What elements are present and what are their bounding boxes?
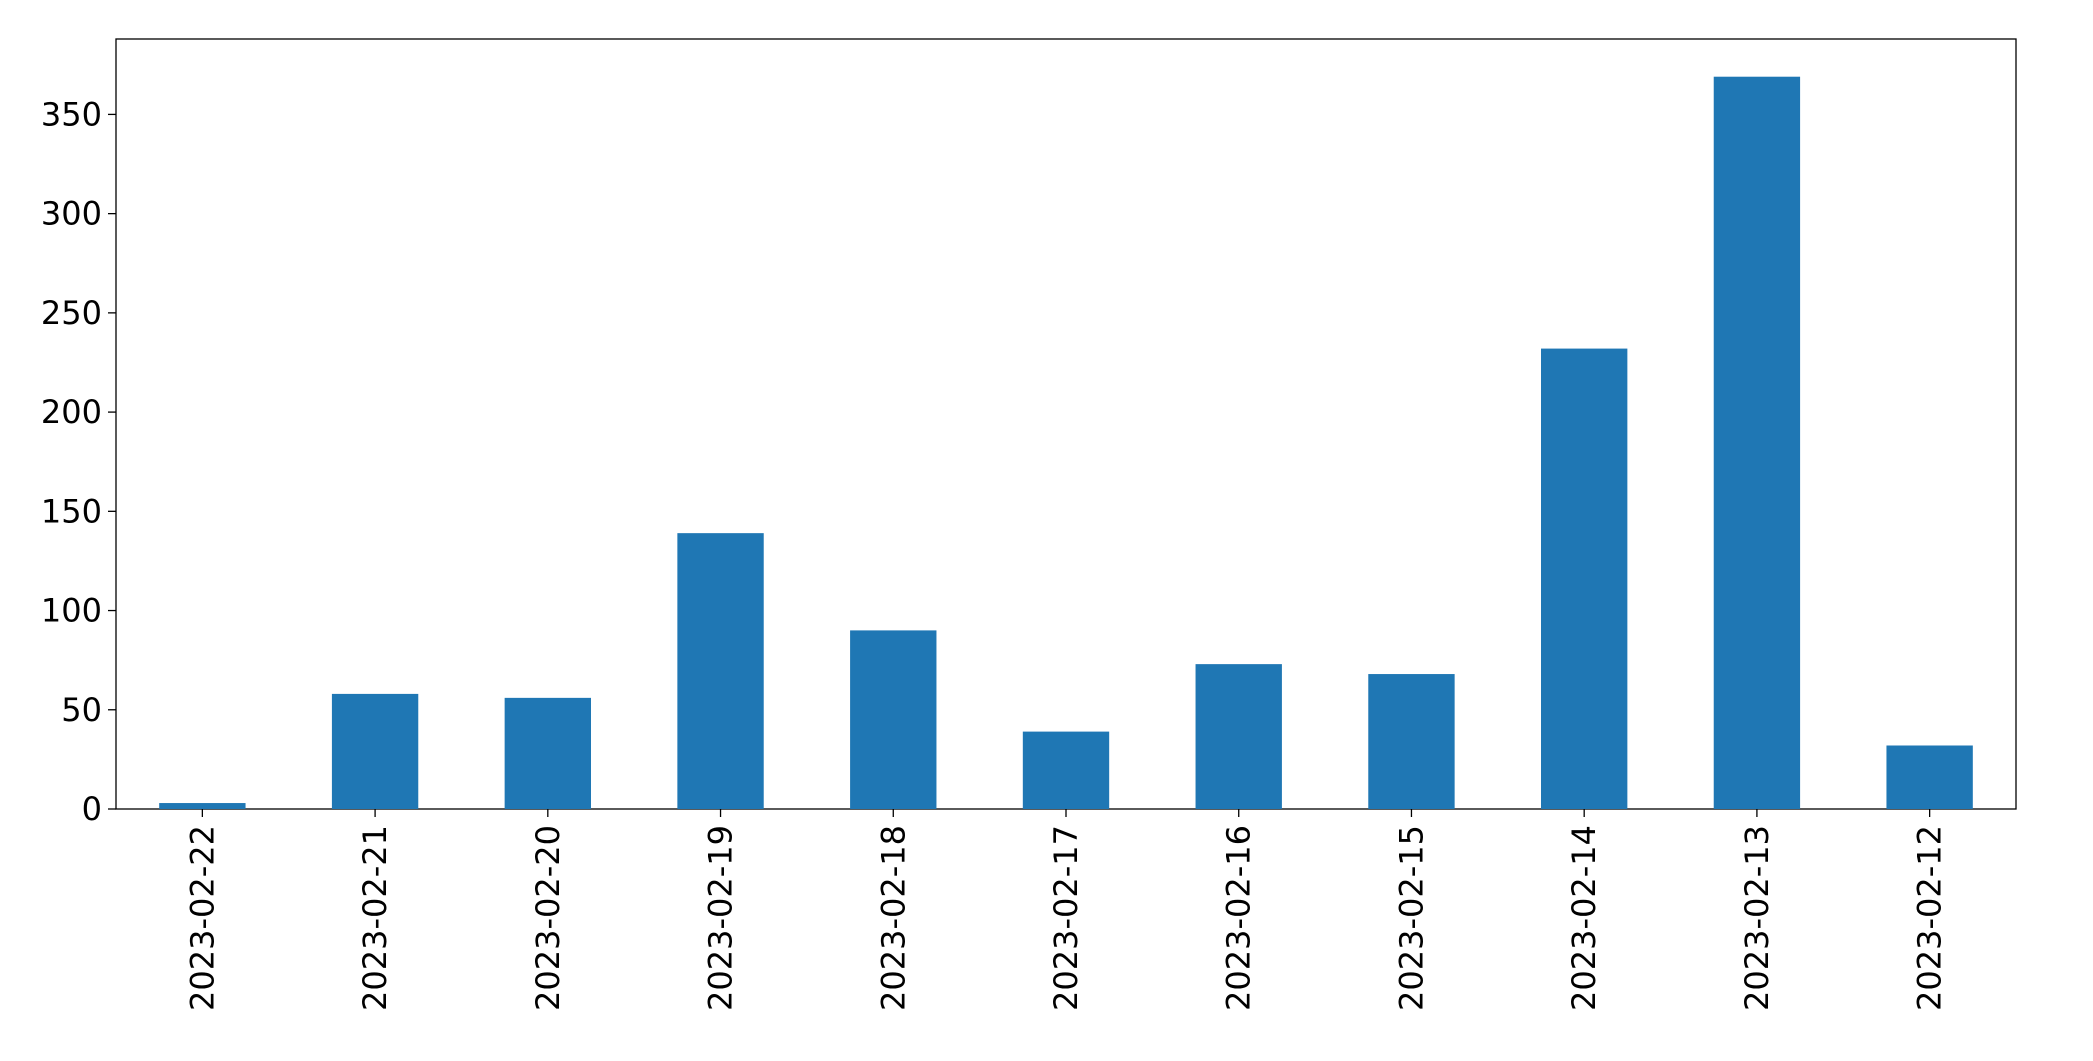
y-tick-label: 350: [41, 95, 102, 133]
x-tick-label: 2023-02-18: [874, 825, 912, 1011]
bar: [1886, 745, 1973, 809]
bar: [331, 693, 419, 809]
bar: [1713, 76, 1801, 810]
y-tick-label: 150: [41, 492, 102, 530]
x-tick-label: 2023-02-17: [1047, 825, 1085, 1011]
bar: [850, 630, 937, 809]
x-tick-label: 2023-02-19: [702, 825, 740, 1011]
bar: [1541, 348, 1628, 809]
x-tick-label: 2023-02-21: [356, 825, 394, 1011]
x-tick-label: 2023-02-20: [529, 825, 567, 1011]
bar: [504, 697, 591, 809]
bar: [159, 803, 246, 809]
y-tick-label: 300: [41, 195, 102, 233]
bar: [677, 533, 764, 809]
bar: [1195, 664, 1282, 809]
x-tick-label: 2023-02-15: [1392, 825, 1430, 1011]
bar: [1368, 674, 1455, 809]
bar: [1022, 731, 1110, 809]
x-tick-label: 2023-02-16: [1220, 825, 1258, 1011]
y-tick-label: 100: [41, 592, 102, 630]
x-tick-label: 2023-02-12: [1911, 825, 1949, 1011]
x-tick-label: 2023-02-22: [183, 825, 221, 1011]
x-tick-label: 2023-02-14: [1565, 825, 1603, 1011]
y-tick-label: 50: [61, 691, 102, 729]
y-tick-label: 200: [41, 393, 102, 431]
y-tick-label: 250: [41, 294, 102, 332]
y-tick-label: 0: [82, 790, 102, 828]
x-tick-label: 2023-02-13: [1738, 825, 1776, 1011]
